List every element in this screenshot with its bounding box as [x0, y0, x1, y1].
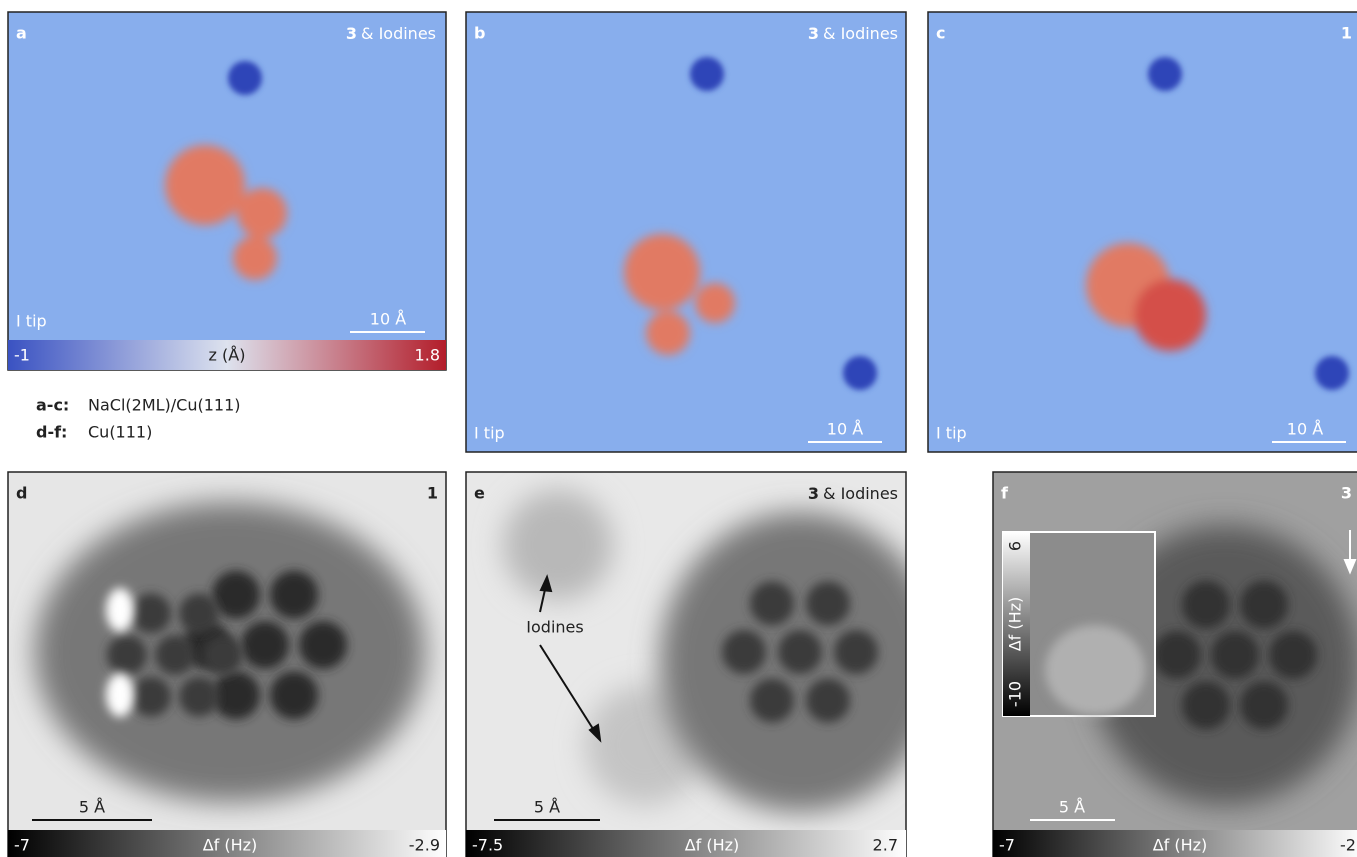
scale-label: 10 Å — [370, 310, 406, 329]
scale-label: 10 Å — [827, 420, 863, 439]
image-d — [8, 472, 446, 830]
colorbar-max: -2 — [1340, 836, 1356, 855]
annotation: Iodines — [526, 618, 583, 637]
legend-key: a-c: — [36, 396, 69, 415]
ring-blob — [270, 671, 318, 719]
ring-blob — [806, 582, 850, 626]
inset-max: 6 — [1006, 541, 1025, 551]
panel-label: 1 — [1341, 24, 1352, 43]
colorbar-min: -7.5 — [472, 836, 503, 855]
scale-label: 10 Å — [1287, 420, 1323, 439]
panel-letter: d — [16, 484, 27, 503]
ring-blob — [270, 571, 318, 619]
ring-blob — [1240, 581, 1288, 629]
panel-letter: e — [474, 484, 485, 503]
ring-blob — [778, 630, 822, 674]
image-b — [466, 12, 906, 452]
scale-label: 5 Å — [1059, 798, 1085, 817]
ring-blob — [750, 582, 794, 626]
scale-label: 5 Å — [534, 798, 560, 817]
colorbar-label: z (Å) — [209, 346, 246, 365]
colorbar-max: 1.8 — [415, 346, 440, 365]
image-e — [466, 472, 940, 830]
colorbar-min: -7 — [14, 836, 30, 855]
ring-blob — [107, 635, 147, 675]
image-a — [8, 12, 446, 340]
ring-blob — [212, 571, 260, 619]
ring-blob — [750, 678, 794, 722]
tip-label: I tip — [474, 424, 505, 443]
panel-letter: a — [16, 24, 27, 43]
scale-label: 5 Å — [79, 798, 105, 817]
colorbar-max: 2.7 — [873, 836, 898, 855]
ring-blob — [179, 677, 219, 717]
colorbar-min: -7 — [999, 836, 1015, 855]
panel-letter: b — [474, 24, 485, 43]
inset-min: -10 — [1006, 681, 1025, 707]
legend-text: NaCl(2ML)/Cu(111) — [88, 396, 241, 415]
ring-blob — [722, 630, 766, 674]
panel-label: 3 — [1341, 484, 1352, 503]
ring-blob — [241, 621, 289, 669]
ring-blob — [131, 677, 171, 717]
tip-label: I tip — [16, 312, 47, 331]
colorbar-label: Δf (Hz) — [685, 836, 740, 855]
ring-blob — [834, 630, 878, 674]
colorbar-min: -1 — [14, 346, 30, 365]
legend-key: d-f: — [36, 423, 67, 442]
ring-blob — [1240, 681, 1288, 729]
ring-blob — [212, 671, 260, 719]
ring-blob — [179, 593, 219, 633]
colorbar-label: Δf (Hz) — [203, 836, 258, 855]
panel-label: 1 — [427, 484, 438, 503]
ring-blob — [299, 621, 347, 669]
image-c — [928, 12, 1357, 452]
panel-letter: c — [936, 24, 945, 43]
ring-blob — [1182, 581, 1230, 629]
ring-blob — [203, 635, 243, 675]
ring-blob — [1269, 631, 1317, 679]
legend-text: Cu(111) — [88, 423, 152, 442]
ring-blob — [155, 635, 195, 675]
colorbar-label: Δf (Hz) — [1153, 836, 1208, 855]
panel-letter: f — [1001, 484, 1009, 503]
ring-blob — [1211, 631, 1259, 679]
page: a 3& Iodines I tip 10 Å -1 z (Å) 1.8 a-c… — [0, 0, 1357, 857]
colorbar-max: -2.9 — [409, 836, 440, 855]
ring-blob — [131, 593, 171, 633]
tip-label: I tip — [936, 424, 967, 443]
figure: a 3& Iodines I tip 10 Å -1 z (Å) 1.8 a-c… — [0, 0, 1357, 857]
ring-blob — [806, 678, 850, 722]
image-f — [993, 472, 1357, 830]
inset-label: Δf (Hz) — [1006, 597, 1025, 652]
ring-blob — [1153, 631, 1201, 679]
ring-blob — [1182, 681, 1230, 729]
